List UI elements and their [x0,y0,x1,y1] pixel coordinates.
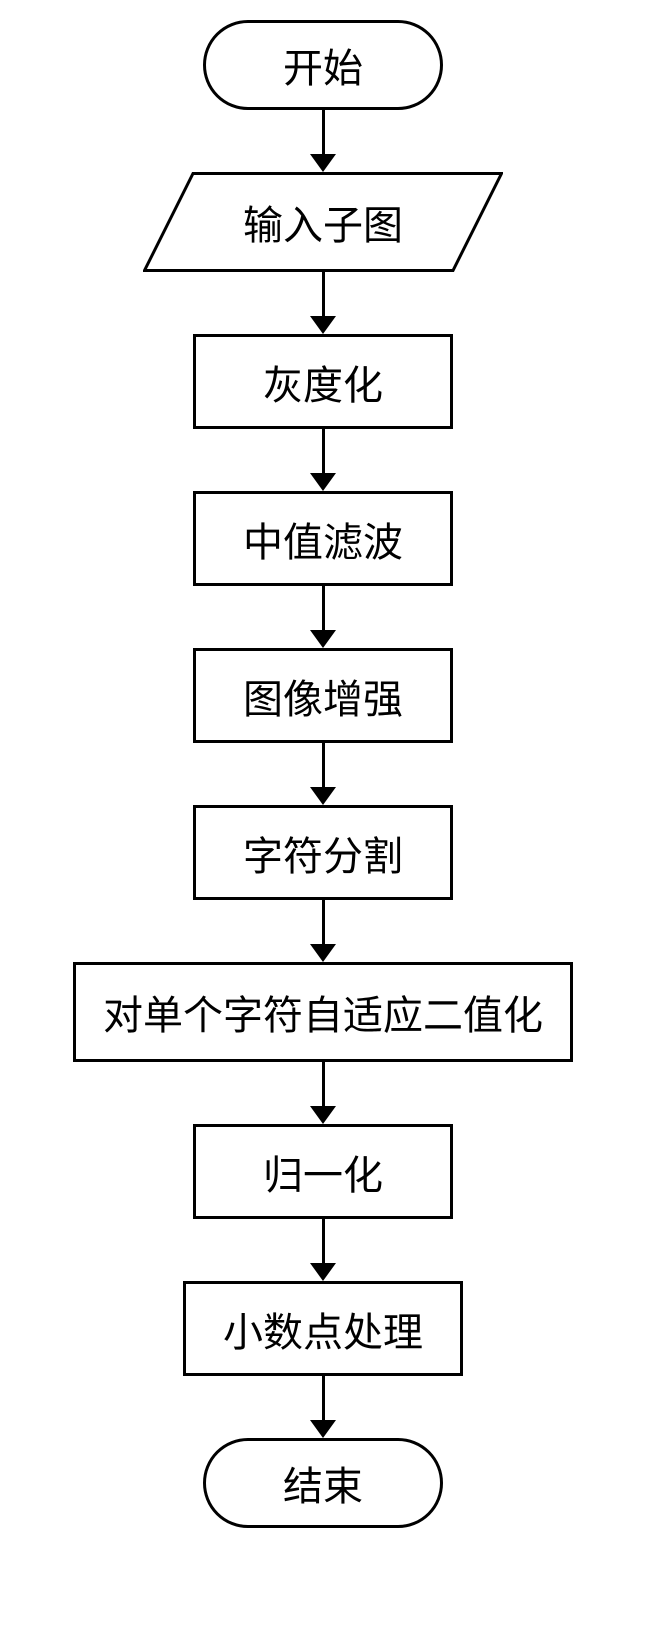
flow-arrow [310,272,336,334]
flow-arrow [310,743,336,805]
flow-arrow [310,1062,336,1124]
node-segment: 字符分割 [193,805,453,900]
flowchart-container: 开始输入子图灰度化中值滤波图像增强字符分割对单个字符自适应二值化归一化小数点处理… [73,20,573,1528]
flow-arrow [310,1219,336,1281]
flow-arrow [310,429,336,491]
node-normalize: 归一化 [193,1124,453,1219]
node-gray: 灰度化 [193,334,453,429]
flow-arrow [310,586,336,648]
node-start: 开始 [203,20,443,110]
input-label: 输入子图 [143,172,503,272]
node-binarize: 对单个字符自适应二值化 [73,962,573,1062]
node-input: 输入子图 [143,172,503,272]
flow-arrow [310,1376,336,1438]
flow-arrow [310,110,336,172]
node-enhance: 图像增强 [193,648,453,743]
node-median: 中值滤波 [193,491,453,586]
flow-arrow [310,900,336,962]
node-end: 结束 [203,1438,443,1528]
node-decimal: 小数点处理 [183,1281,463,1376]
